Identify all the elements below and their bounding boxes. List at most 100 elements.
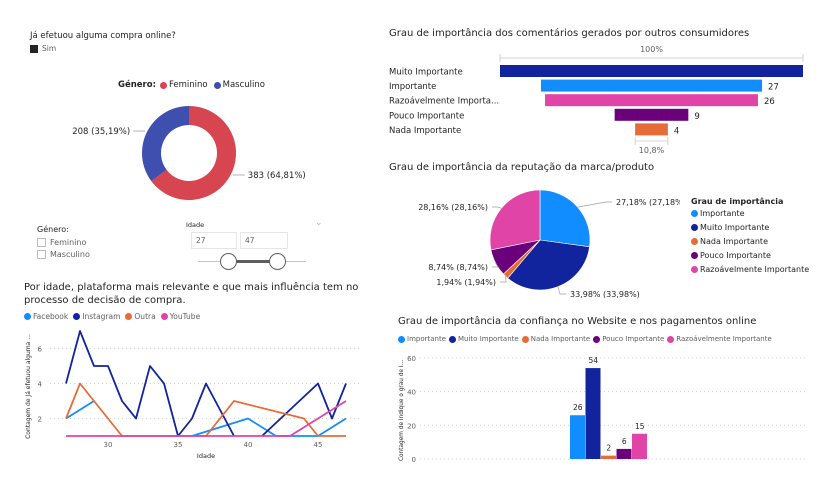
legend-label: Feminino bbox=[169, 80, 208, 90]
gender-slicer-title: Género: bbox=[37, 225, 69, 234]
column-legend-item[interactable]: Muito Importante bbox=[449, 335, 519, 343]
age-min-input[interactable]: 27 bbox=[191, 232, 237, 249]
legend-label: Razoávelmente Importante bbox=[700, 265, 810, 274]
y-axis-label: Contagem de Indique o grau de i... bbox=[399, 360, 405, 461]
funnel-bar bbox=[545, 94, 758, 107]
slicer-option-label: Feminino bbox=[50, 238, 87, 247]
legend-square-icon bbox=[30, 44, 38, 53]
pie-data-label: 1,94% (1,94%) bbox=[436, 278, 496, 287]
masculino-dot-icon bbox=[213, 81, 221, 89]
facebook-dot-icon bbox=[24, 313, 31, 320]
legend-item-outra[interactable]: Outra bbox=[125, 312, 156, 321]
legend-item-youtube[interactable]: YouTube bbox=[160, 312, 201, 321]
column-legend-item[interactable]: Pouco Importante bbox=[593, 335, 664, 343]
slicer-option-feminino[interactable]: Feminino bbox=[37, 238, 86, 247]
legend-label: Facebook bbox=[33, 312, 69, 321]
pie-legend-item[interactable]: Nada Importante bbox=[691, 237, 809, 246]
funnel-category-label: Pouco Importante bbox=[389, 111, 464, 121]
instagram-dot-icon bbox=[73, 313, 81, 320]
gender-donut-chart: 383 (64,81%) 208 (35,19%) bbox=[72, 106, 306, 200]
legend-label: Outra bbox=[134, 312, 156, 321]
funnel-bar bbox=[635, 123, 668, 136]
legend-label: YouTube bbox=[169, 312, 201, 321]
y-tick-label: 60 bbox=[407, 355, 416, 363]
column-legend-item[interactable]: Importante bbox=[398, 335, 446, 343]
pie-slice bbox=[507, 239, 590, 291]
purchase-filter-legend: Sim bbox=[30, 44, 56, 53]
legend-label: Importante bbox=[407, 335, 447, 343]
column-bar bbox=[601, 455, 616, 459]
legend-dot-icon bbox=[691, 224, 698, 231]
column-chart-title: Grau de importância da confiança no Webs… bbox=[398, 316, 757, 327]
line-chart-legend: Facebook Instagram Outra YouTube bbox=[24, 312, 205, 321]
funnel-bottom-percent-label: 10,8% bbox=[639, 146, 665, 155]
gender-legend-title: Género: bbox=[118, 80, 156, 90]
x-axis-label: Idade bbox=[197, 452, 215, 460]
column-data-label: 15 bbox=[635, 422, 645, 431]
pie-legend: Grau de importância Importante Muito Impo… bbox=[691, 197, 809, 279]
line-series-youtube bbox=[66, 400, 347, 437]
feminino-checkbox[interactable] bbox=[37, 238, 46, 247]
outra-dot-icon bbox=[125, 313, 133, 320]
x-tick-label: 40 bbox=[244, 441, 253, 449]
funnel-bar bbox=[540, 79, 763, 92]
column-data-label: 26 bbox=[573, 403, 583, 412]
y-tick-label: 2 bbox=[38, 416, 42, 424]
pie-chart: 27,18% (27,18%) 33,98% (33,98%) 1,94% (1,9… bbox=[418, 189, 680, 299]
youtube-dot-icon bbox=[160, 313, 168, 320]
y-tick-label: 6 bbox=[38, 346, 43, 354]
funnel-data-label: 26 bbox=[764, 97, 775, 107]
age-max-input[interactable]: 47 bbox=[240, 232, 288, 249]
legend-label: Razoávelmente Importante bbox=[676, 335, 772, 343]
column-legend-item[interactable]: Razoávelmente Importante bbox=[667, 335, 772, 343]
pie-legend-item[interactable]: Muito Importante bbox=[691, 223, 809, 232]
legend-label: Nada Importante bbox=[700, 237, 768, 246]
y-tick-label: 4 bbox=[38, 381, 43, 389]
line-series-facebook bbox=[191, 417, 347, 437]
pie-leader-line bbox=[492, 262, 499, 268]
age-slider-max-handle[interactable] bbox=[269, 253, 286, 270]
legend-dot-icon bbox=[398, 335, 405, 343]
column-legend-item[interactable]: Nada Importante bbox=[521, 335, 591, 343]
pie-legend-title: Grau de importância bbox=[691, 197, 784, 206]
legend-item-feminino[interactable]: Feminino bbox=[160, 80, 208, 90]
legend-dot-icon bbox=[449, 335, 457, 343]
x-tick-label: 30 bbox=[104, 441, 113, 449]
legend-dot-icon bbox=[667, 335, 675, 343]
pie-legend-item[interactable]: Importante bbox=[691, 209, 809, 218]
funnel-category-label: Razoávelmente Importa... bbox=[389, 97, 499, 107]
legend-item-facebook[interactable]: Facebook bbox=[24, 312, 68, 321]
line-chart-title: Por idade, plataforma mais relevante e q… bbox=[24, 282, 359, 306]
pie-legend-item[interactable]: Razoávelmente Importante bbox=[691, 265, 809, 274]
chevron-down-icon[interactable]: ⌄ bbox=[315, 218, 323, 228]
slicer-option-masculino[interactable]: Masculino bbox=[37, 250, 90, 259]
legend-dot-icon bbox=[593, 335, 601, 343]
legend-dot-icon bbox=[691, 210, 698, 217]
legend-label: Nada Importante bbox=[530, 335, 591, 343]
line-series-instagram bbox=[65, 330, 235, 437]
pie-data-label: 28,16% (28,16%) bbox=[418, 203, 488, 212]
legend-item-instagram[interactable]: Instagram bbox=[73, 312, 120, 321]
pie-legend-item[interactable]: Pouco Importante bbox=[691, 251, 809, 260]
pie-slice bbox=[539, 189, 591, 248]
pie-chart-title: Grau de importância da reputação da marc… bbox=[389, 162, 655, 173]
column-data-label: 2 bbox=[606, 444, 611, 453]
pie-slice bbox=[489, 189, 541, 251]
donut-data-label: 383 (64,81%) bbox=[248, 171, 306, 181]
line-series-facebook bbox=[65, 400, 95, 420]
x-tick-label: 45 bbox=[314, 441, 323, 449]
column-bar bbox=[570, 415, 585, 459]
funnel-data-label: 27 bbox=[768, 83, 779, 93]
age-slicer-title: Idade bbox=[186, 221, 205, 229]
pie-data-label: 33,98% (33,98%) bbox=[570, 290, 640, 299]
legend-label: Muito Importante bbox=[458, 335, 519, 343]
age-slider-min-handle[interactable] bbox=[220, 253, 237, 270]
funnel-chart: 100% Muito Importante Importante 27 Razoável… bbox=[389, 45, 804, 155]
funnel-category-label: Importante bbox=[389, 82, 436, 92]
legend-item-masculino[interactable]: Masculino bbox=[213, 80, 265, 90]
masculino-checkbox[interactable] bbox=[37, 250, 46, 259]
legend-dot-icon bbox=[691, 266, 698, 273]
pie-leader-line bbox=[492, 206, 502, 209]
legend-dot-icon bbox=[521, 335, 529, 343]
